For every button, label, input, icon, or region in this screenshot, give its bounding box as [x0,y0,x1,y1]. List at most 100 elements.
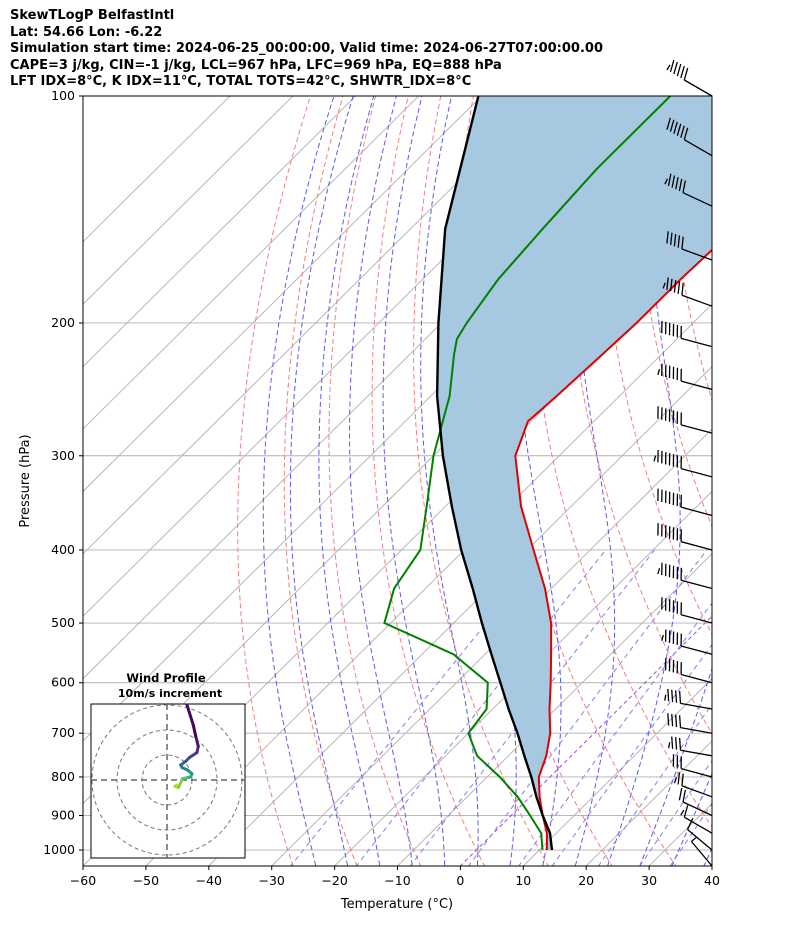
wind-barb [661,320,713,348]
isotherm-line [83,96,294,305]
wind-barb [661,597,713,624]
mixing-ratio-line [467,549,708,866]
y-tick-label: 100 [51,88,75,103]
wind-barbs [653,59,713,867]
isotherm-line [83,96,546,555]
y-tick-label: 900 [51,808,75,823]
wind-barb [686,818,713,851]
moist-adiabat [573,96,616,866]
cape-line: CAPE=3 j/kg, CIN=-1 j/kg, LCL=967 hPa, L… [10,57,502,73]
profiles [383,96,712,851]
wind-barb [664,657,713,684]
isotherm-line [145,303,712,866]
x-tick-label: −60 [70,873,96,888]
wind-barb [657,523,713,551]
y-tick-label: 200 [51,315,75,330]
isotherm-line [585,740,712,866]
x-tick-label: 0 [456,873,464,888]
y-tick-label: 1000 [43,842,75,857]
mixing-ratio-line [409,549,655,866]
wind-barb [664,173,713,207]
wind-barb [657,363,713,391]
hodograph: Wind Profile 10m/s increment [90,671,246,859]
wind-barb [667,713,713,734]
isotherm-line [83,96,420,430]
dry-adiabat [764,62,794,882]
hodograph-title: Wind Profile [126,671,206,685]
y-tick-label: 800 [51,769,75,784]
y-tick-label: 300 [51,448,75,463]
parcel-line [435,96,554,851]
wind-barb [666,117,713,157]
chart-header: SkewTLogP BelfastIntl Lat: 54.66 Lon: -6… [10,8,603,91]
dry-adiabat [328,96,422,866]
moist-adiabat [382,96,446,866]
moist-adiabat [420,96,479,866]
time-line: Simulation start time: 2024-06-25_00:00:… [10,41,603,57]
indices-line: LFT IDX=8°C, K IDX=11°C, TOTAL TOTS=42°C… [10,74,472,90]
temperature-line [514,248,712,850]
wind-barb [678,788,713,817]
location-line: Lat: 54.66 Lon: -6.22 [10,24,163,40]
hodograph-subtitle: 10m/s increment [118,687,222,700]
hodograph-segment [185,704,195,727]
wind-barb [672,754,713,778]
isotherm-line [83,96,357,368]
wind-barb [661,629,713,655]
wind-barb [664,688,713,710]
x-tick-label: −50 [133,873,159,888]
y-axis-label: Pressure (hPa) [18,434,33,527]
x-tick-label: −40 [196,873,222,888]
isotherm-line [83,96,231,243]
isotherm-line [522,678,712,866]
x-tick-label: 10 [515,873,531,888]
wind-barb [657,406,713,434]
wind-barb [690,837,713,867]
hodograph-segment [191,723,198,738]
dry-adiabat [371,96,486,866]
y-tick-label: 400 [51,542,75,557]
x-tick-label: 40 [704,873,720,888]
moist-adiabat [318,96,381,866]
dry-adiabat [283,96,358,866]
dry-adiabat [413,96,549,866]
mixing-ratio-line [551,643,712,866]
wind-barb [662,277,713,307]
dry-adiabat [733,62,794,882]
mixing-ratio-line [289,549,547,866]
y-tick-label: 700 [51,725,75,740]
cape-area [437,96,712,850]
wind-barb [653,450,713,478]
chart-title: SkewTLogP BelfastIntl [10,8,175,23]
x-tick-label: −30 [259,873,285,888]
moist-adiabat [607,96,681,866]
isotherm-line [83,96,483,493]
dry-adiabat [565,96,712,735]
wind-barb [680,805,713,834]
isotherm-line [333,490,712,866]
x-axis-label: Temperature (°C) [340,897,453,912]
hodograph-segment [188,751,199,759]
mixing-ratio-line [518,602,712,866]
x-tick-label: 20 [578,873,594,888]
hodograph-segment [177,777,184,789]
dry-adiabat [237,96,311,866]
x-tick-label: 30 [641,873,657,888]
hodograph-segment [194,734,200,748]
wind-barb [668,736,713,757]
moist-adiabat [348,96,413,866]
hodograph-plot [91,704,245,858]
isotherm-line [270,428,712,866]
x-tick-label: −10 [384,873,410,888]
moist-adiabat [289,96,354,866]
y-tick-label: 500 [51,615,75,630]
mixing-ratio-line [355,549,607,866]
wind-barb [666,231,713,261]
moist-adiabat [639,667,712,866]
wind-barb [666,59,713,97]
y-tick-label: 600 [51,675,75,690]
isotherm-line [208,365,712,866]
dewpoint-line [383,96,672,851]
